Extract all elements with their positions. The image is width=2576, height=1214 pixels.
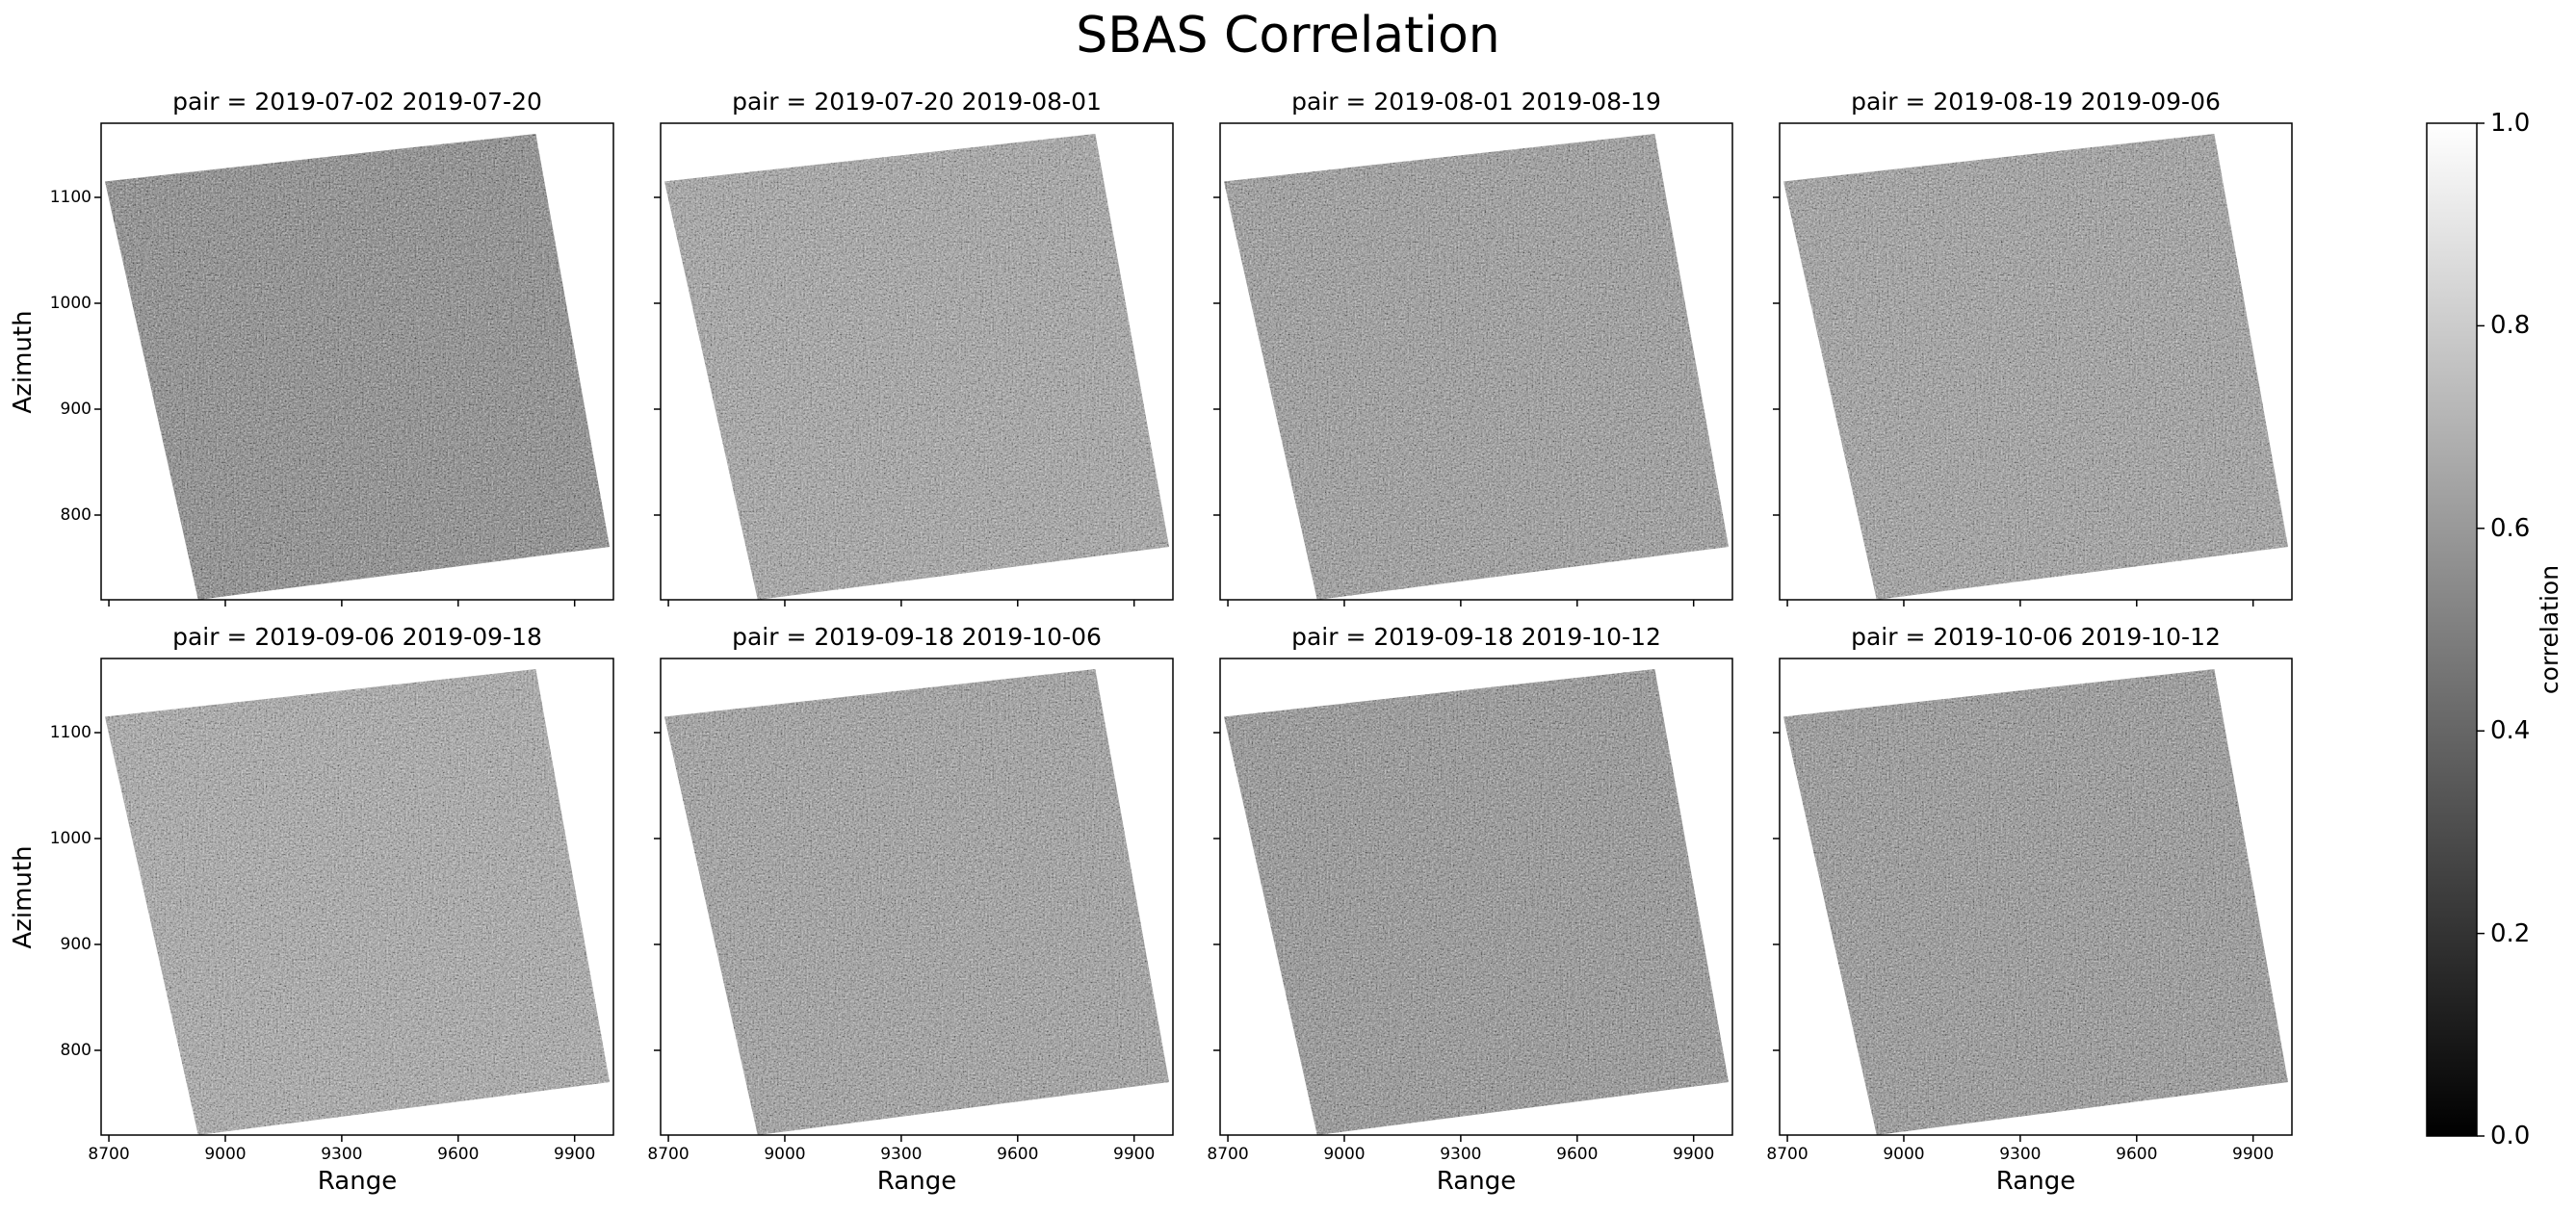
colorbar-tick-label: 0.0: [2490, 1122, 2531, 1150]
x-tick-label: 9900: [554, 1145, 596, 1164]
x-tick-label: 9900: [1113, 1145, 1156, 1164]
panel-3: [1213, 122, 1733, 607]
colorbar-label: correlation: [2536, 564, 2563, 695]
x-tick-label: 9300: [1999, 1145, 2042, 1164]
x-tick-label: 9000: [1323, 1145, 1366, 1164]
colorbar-tick-label: 0.2: [2490, 918, 2531, 948]
x-tick-label: 9600: [2116, 1145, 2158, 1164]
correlation-raster-5: [105, 669, 610, 1135]
axes-frame-3: [1219, 122, 1733, 601]
x-tick-label: 8700: [647, 1145, 690, 1164]
correlation-raster-4: [1783, 134, 2288, 600]
panel-2: [654, 122, 1174, 607]
colorbar-tick-label: 0.4: [2490, 716, 2531, 746]
panel-title-6: pair = 2019-09-18 2019-10-06: [732, 623, 1102, 651]
x-axis-label: Range: [1436, 1167, 1517, 1196]
correlation-raster-3: [1224, 134, 1729, 600]
x-axis-label: Range: [876, 1167, 957, 1196]
x-tick-label: 8700: [1766, 1145, 1808, 1164]
axes-frame-4: [1779, 122, 2293, 601]
x-tick-label: 9900: [2232, 1145, 2275, 1164]
colorbar: [2426, 122, 2478, 1137]
panel-title-4: pair = 2019-08-19 2019-09-06: [1851, 88, 2221, 116]
colorbar-tick-label: 0.8: [2490, 311, 2531, 341]
y-tick-label: 900: [60, 400, 91, 419]
axes-frame-6: [660, 658, 1174, 1136]
panel-title-1: pair = 2019-07-02 2019-07-20: [172, 88, 542, 116]
y-tick-label: 1000: [49, 294, 91, 313]
panel-1: [94, 122, 614, 607]
panel-title-8: pair = 2019-10-06 2019-10-12: [1851, 623, 2221, 651]
y-tick-label: 800: [60, 1041, 91, 1060]
y-axis-label: Azimuth: [9, 309, 38, 414]
x-tick-label: 9000: [764, 1145, 806, 1164]
x-tick-label: 9300: [1440, 1145, 1482, 1164]
correlation-raster-6: [664, 669, 1169, 1135]
x-tick-label: 8700: [1207, 1145, 1249, 1164]
x-tick-label: 9600: [1556, 1145, 1599, 1164]
y-tick-label: 1100: [49, 723, 91, 742]
x-tick-label: 9300: [321, 1145, 363, 1164]
y-tick-label: 1000: [49, 829, 91, 848]
panel-title-5: pair = 2019-09-06 2019-09-18: [172, 623, 542, 651]
x-tick-label: 9900: [1673, 1145, 1715, 1164]
x-tick-label: 9600: [437, 1145, 480, 1164]
x-tick-label: 9000: [1883, 1145, 1925, 1164]
x-axis-label: Range: [1995, 1167, 2076, 1196]
axes-frame-5: [100, 658, 614, 1136]
correlation-raster-1: [105, 134, 610, 600]
x-tick-label: 9300: [880, 1145, 923, 1164]
axes-frame-7: [1219, 658, 1733, 1136]
correlation-raster-2: [664, 134, 1169, 600]
y-tick-label: 900: [60, 935, 91, 954]
correlation-raster-8: [1783, 669, 2288, 1135]
panel-8: [1773, 658, 2293, 1142]
correlation-raster-7: [1224, 669, 1729, 1135]
y-tick-label: 800: [60, 505, 91, 525]
y-tick-label: 1100: [49, 188, 91, 207]
x-tick-label: 9000: [204, 1145, 247, 1164]
panel-title-7: pair = 2019-09-18 2019-10-12: [1291, 623, 1661, 651]
panel-4: [1773, 122, 2293, 607]
y-axis-label: Azimuth: [9, 844, 38, 949]
colorbar-tick-label: 1.0: [2490, 109, 2531, 138]
x-tick-label: 8700: [88, 1145, 130, 1164]
panel-5: [94, 658, 614, 1142]
axes-frame-2: [660, 122, 1174, 601]
panel-title-2: pair = 2019-07-20 2019-08-01: [732, 88, 1102, 116]
panel-6: [654, 658, 1174, 1142]
x-tick-label: 9600: [997, 1145, 1039, 1164]
panel-7: [1213, 658, 1733, 1142]
colorbar-tick-label: 0.6: [2490, 513, 2531, 543]
axes-frame-8: [1779, 658, 2293, 1136]
x-axis-label: Range: [317, 1167, 398, 1196]
axes-frame-1: [100, 122, 614, 601]
figure-title: SBAS Correlation: [1076, 7, 1500, 65]
panel-title-3: pair = 2019-08-01 2019-08-19: [1291, 88, 1661, 116]
